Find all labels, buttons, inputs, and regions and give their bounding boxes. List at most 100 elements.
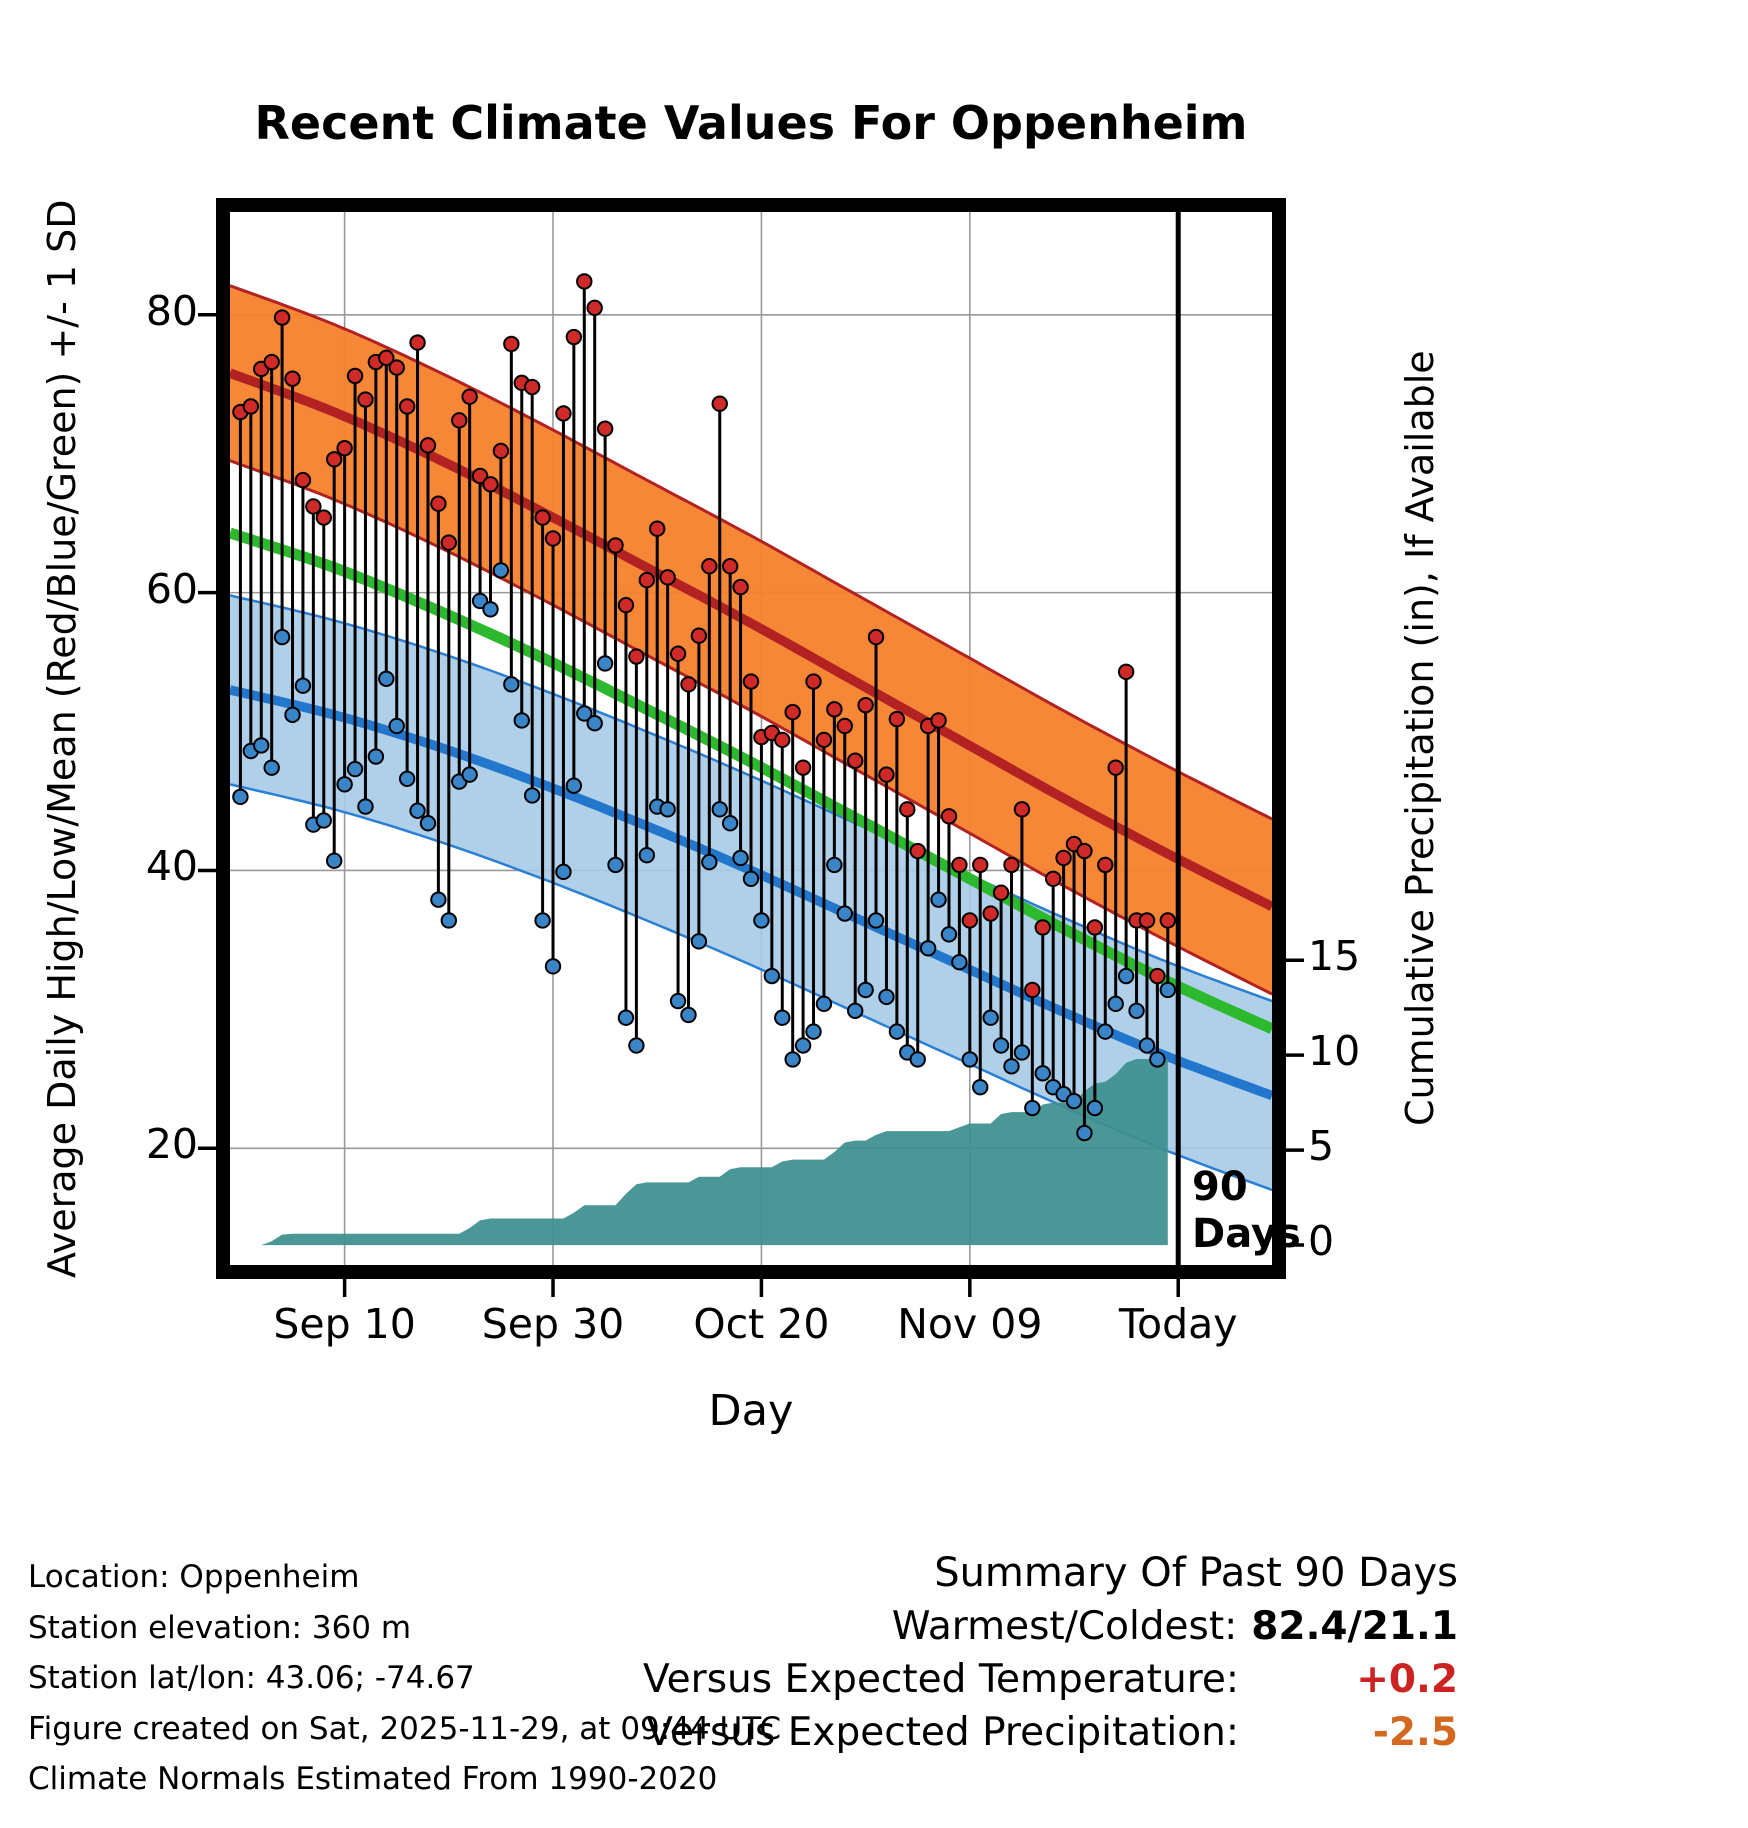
- daily-high-dot: [346, 367, 364, 385]
- daily-high-dot: [805, 673, 822, 690]
- daily-high-dot: [690, 627, 708, 644]
- daily-low-dot: [878, 988, 895, 1006]
- daily-low-dot: [794, 1037, 812, 1054]
- daily-low-dot: [315, 812, 332, 829]
- daily-high-dot: [1107, 759, 1124, 776]
- daily-high-dot: [669, 645, 687, 662]
- x-tick-label: Sep 30: [481, 1300, 625, 1348]
- daily-high-dot: [1138, 912, 1156, 929]
- daily-high-dot: [388, 359, 405, 376]
- daily-high-dot: [305, 498, 322, 515]
- daily-low-dot: [419, 815, 437, 832]
- daily-low-dot: [534, 912, 551, 929]
- daily-high-dot: [294, 471, 312, 489]
- vs-temperature-label: Versus Expected Temperature:: [643, 1657, 1239, 1703]
- daily-low-dot: [836, 905, 853, 922]
- daily-high-dot: [628, 648, 645, 665]
- daily-high-dot: [680, 676, 697, 693]
- daily-low-dot: [253, 737, 270, 754]
- daily-low-dot: [388, 717, 405, 735]
- daily-low-dot: [1034, 1065, 1051, 1082]
- daily-high-dot: [263, 353, 280, 371]
- daily-high-dot: [471, 467, 489, 485]
- summary-row-vs-temperature: Versus Expected Temperature: +0.2: [643, 1653, 1458, 1706]
- daily-high-dot: [586, 299, 603, 317]
- daily-low-dot: [888, 1023, 906, 1040]
- summary-heading: Summary Of Past 90 Days: [934, 1550, 1458, 1596]
- daily-high-dot: [555, 405, 572, 422]
- daily-low-dot: [471, 592, 489, 610]
- daily-high-dot: [1034, 919, 1051, 936]
- plot-border: [216, 198, 1286, 1279]
- daily-high-dot: [482, 476, 499, 493]
- daily-low-dot: [972, 1078, 989, 1096]
- daily-high-dot: [523, 378, 541, 396]
- daily-low-dot: [503, 676, 520, 693]
- high-normal-line: [230, 368, 1272, 911]
- summary-row-warmest-coldest: Warmest/Coldest: 82.4/21.1: [643, 1600, 1458, 1653]
- daily-high-dot: [503, 335, 520, 353]
- daily-high-dot: [867, 628, 885, 646]
- daily-low-dot: [732, 849, 749, 867]
- daily-high-dot: [419, 437, 437, 454]
- daily-high-dot: [701, 558, 718, 575]
- daily-low-dot: [857, 981, 874, 999]
- daily-low-dot: [596, 655, 614, 672]
- daily-high-dot: [430, 495, 447, 512]
- daily-high-dot: [878, 766, 895, 783]
- y-left-tick-label: 60: [145, 564, 198, 613]
- daily-high-dot: [732, 578, 749, 596]
- daily-low-dot: [638, 846, 655, 864]
- daily-low-dot: [565, 777, 583, 794]
- daily-low-dot: [336, 776, 353, 793]
- daily-low-dot: [607, 856, 624, 874]
- figure-created-timestamp: Figure created on Sat, 2025-11-29, at 09…: [28, 1710, 781, 1747]
- daily-low-dot: [628, 1037, 645, 1054]
- daily-low-dot: [992, 1037, 1010, 1054]
- daily-high-dot: [982, 905, 999, 922]
- daily-low-dot: [763, 967, 781, 985]
- daily-high-dot: [576, 273, 593, 290]
- daily-low-dot: [753, 912, 770, 929]
- climate-normals-note: Climate Normals Estimated From 1990-2020: [28, 1761, 718, 1798]
- daily-high-dot: [1097, 856, 1114, 874]
- daily-low-dot: [742, 870, 760, 888]
- daily-low-dot: [909, 1051, 926, 1068]
- daily-low-dot: [357, 798, 374, 815]
- daily-low-dot: [513, 712, 530, 729]
- daily-high-dot: [336, 439, 353, 457]
- daily-low-dot: [1128, 1002, 1145, 1019]
- chart-title: Recent Climate Values For Oppenheim: [254, 96, 1248, 150]
- daily-high-dot: [534, 509, 551, 526]
- daily-high-dot: [1013, 801, 1031, 818]
- daily-high-dot: [242, 398, 260, 415]
- daily-high-dot: [836, 717, 853, 735]
- y-left-tick-label: 20: [145, 1120, 198, 1169]
- ninety-days-line2: Days: [1192, 1211, 1301, 1258]
- daily-high-dot: [909, 842, 926, 860]
- x-tick-label: Nov 09: [897, 1300, 1043, 1348]
- daily-high-dot: [565, 328, 583, 346]
- daily-low-dot: [1076, 1124, 1093, 1142]
- daily-low-dot: [1003, 1058, 1020, 1075]
- daily-low-dot: [367, 748, 385, 765]
- daily-low-dot: [774, 1009, 791, 1026]
- x-tick-label: Sep 10: [273, 1300, 416, 1348]
- y-left-tick-label: 40: [145, 842, 198, 891]
- daily-low-dot: [805, 1023, 822, 1040]
- daily-high-dot: [409, 334, 426, 351]
- daily-low-dot: [711, 801, 728, 818]
- daily-high-dot: [847, 752, 864, 769]
- daily-high-dot: [1024, 981, 1041, 999]
- daily-high-dot: [596, 420, 614, 437]
- daily-low-dot: [1107, 995, 1124, 1013]
- daily-low-dot: [555, 863, 572, 881]
- daily-low-dot: [1149, 1051, 1166, 1068]
- daily-low-dot: [1013, 1044, 1031, 1061]
- daily-low-dot: [669, 992, 687, 1010]
- daily-low-dot: [586, 715, 603, 732]
- y-right-tick-label: 0: [1308, 1217, 1335, 1266]
- y-left-tick-label: 80: [145, 286, 198, 335]
